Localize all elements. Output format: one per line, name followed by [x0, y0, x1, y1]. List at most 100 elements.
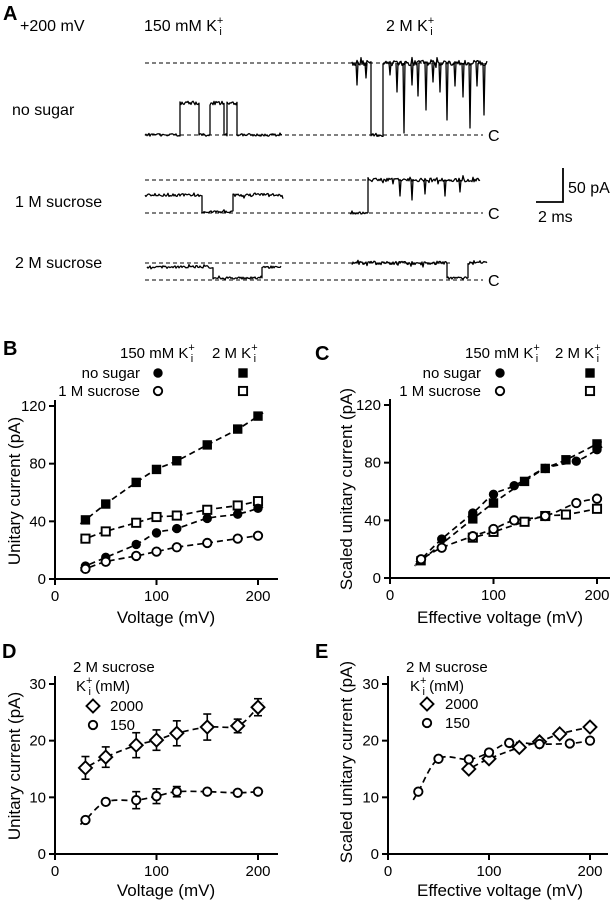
- x-tick-label: 100: [476, 863, 501, 880]
- current-trace: [144, 100, 283, 137]
- text-part: +: [251, 342, 257, 354]
- open-circle-marker: [413, 786, 424, 797]
- filled-square-marker: [80, 515, 91, 525]
- text-part: (mM): [91, 678, 130, 695]
- legend-row-label: no sugar: [82, 365, 140, 382]
- x-tick-label: 0: [386, 587, 394, 604]
- legend-col-header: 2 M K+ i: [555, 342, 601, 365]
- y-axis-title: Unitary current (pA): [5, 417, 24, 565]
- text-part: +: [428, 15, 434, 27]
- y-tick-label: 0: [38, 846, 46, 863]
- panel-label: D: [2, 641, 16, 663]
- closed-state-label: C: [488, 128, 500, 145]
- open-square-marker: [232, 500, 243, 511]
- open-diamond-marker: [128, 737, 145, 754]
- scale-current-label: 50 pA: [568, 180, 610, 197]
- y-tick-label: 40: [29, 513, 46, 530]
- open-diamond-marker: [419, 696, 435, 712]
- y-tick-label: 120: [356, 397, 381, 414]
- filled-circle-marker: [488, 489, 499, 500]
- open-circle-marker: [534, 738, 545, 750]
- text-part: +: [188, 342, 194, 354]
- open-circle-marker: [80, 814, 91, 826]
- open-circle-marker: [467, 531, 478, 542]
- y-tick-label: 40: [364, 512, 381, 529]
- condition-label: 1 M sucrose: [15, 194, 102, 211]
- open-circle-marker: [509, 515, 520, 526]
- fit-line: [80, 506, 264, 569]
- y-tick-label: 80: [364, 455, 381, 472]
- open-diamond-marker: [250, 699, 266, 716]
- fit-line: [80, 534, 264, 572]
- open-circle-marker: [131, 795, 142, 806]
- panel-label: B: [3, 338, 17, 360]
- open-circle-marker: [151, 546, 162, 557]
- filled-square-marker: [519, 476, 530, 487]
- legend-row-label: no sugar: [423, 365, 481, 382]
- current-trace: [144, 192, 284, 214]
- x-axis-title: Voltage (mV): [117, 608, 215, 627]
- text-part: 2 M K: [386, 18, 428, 35]
- text-part: 2 M K: [212, 345, 251, 362]
- open-diamond-marker: [77, 760, 94, 776]
- text-part: 2 M K: [555, 345, 594, 362]
- legend-row-label: 1 M sucrose: [58, 383, 140, 400]
- y-tick-label: 30: [29, 676, 46, 693]
- axes: [54, 400, 278, 580]
- open-square-marker: [584, 385, 596, 397]
- text-part: i: [219, 26, 221, 38]
- y-tick-label: 0: [373, 570, 381, 587]
- x-tick-label: 0: [51, 863, 59, 880]
- filled-circle-marker: [151, 528, 162, 538]
- open-square-marker: [100, 526, 111, 537]
- text-part: 150 mM K: [144, 18, 217, 35]
- filled-circle-marker: [131, 539, 141, 550]
- x-tick-label: 100: [481, 587, 506, 604]
- legend-col-header: 150 mM K+ i: [120, 342, 195, 365]
- y-tick-label: 30: [362, 676, 379, 693]
- column-header: 150 mM K+ i: [144, 15, 223, 38]
- filled-circle-marker: [202, 513, 212, 524]
- fit-line: [467, 506, 603, 540]
- open-diamond-marker: [582, 719, 598, 735]
- text-part: 150 mM K: [465, 345, 533, 362]
- open-square-marker: [519, 516, 530, 527]
- x-axis-title: Effective voltage (mV): [417, 608, 583, 627]
- text-part: +: [86, 675, 92, 687]
- filled-square-marker: [561, 455, 571, 465]
- text-part: +: [420, 675, 426, 687]
- open-circle-marker: [415, 554, 427, 565]
- filled-square-marker: [585, 368, 595, 378]
- open-circle-marker: [421, 717, 433, 729]
- scale-time-label: 2 ms: [538, 209, 573, 226]
- filled-square-marker: [151, 464, 162, 475]
- filled-square-marker: [101, 499, 111, 509]
- current-trace: [351, 259, 488, 280]
- open-circle-marker: [202, 786, 213, 797]
- open-diamond-marker: [97, 749, 114, 765]
- fit-line: [79, 790, 264, 826]
- filled-circle-marker: [495, 368, 505, 378]
- legend-subtitle: K+ i (mM): [76, 675, 130, 698]
- open-circle-marker: [252, 786, 264, 797]
- open-diamond-marker: [460, 761, 477, 777]
- filled-circle-marker: [253, 503, 263, 514]
- open-circle-marker: [171, 786, 182, 797]
- x-tick-label: 200: [577, 863, 602, 880]
- open-circle-marker: [564, 738, 575, 749]
- filled-circle-marker: [468, 508, 478, 518]
- current-trace: [351, 56, 488, 138]
- filled-circle-marker: [172, 523, 182, 534]
- filled-square-marker: [468, 514, 478, 524]
- open-diamond-marker: [148, 732, 165, 748]
- text-part: i: [88, 686, 90, 698]
- filled-square-marker: [592, 439, 602, 449]
- legend-entry-label: 2000: [445, 696, 478, 713]
- legend-title: 2 M sucrose: [406, 659, 488, 676]
- current-trace: [146, 263, 282, 281]
- open-diamond-marker: [199, 719, 216, 735]
- scale-bar: [536, 168, 564, 203]
- filled-circle-marker: [571, 456, 581, 466]
- legend-entry-label: 150: [110, 717, 135, 734]
- panel-b: 0 100 200 0 40 80 120 Voltage (mV) Unitary curre…: [3, 338, 278, 627]
